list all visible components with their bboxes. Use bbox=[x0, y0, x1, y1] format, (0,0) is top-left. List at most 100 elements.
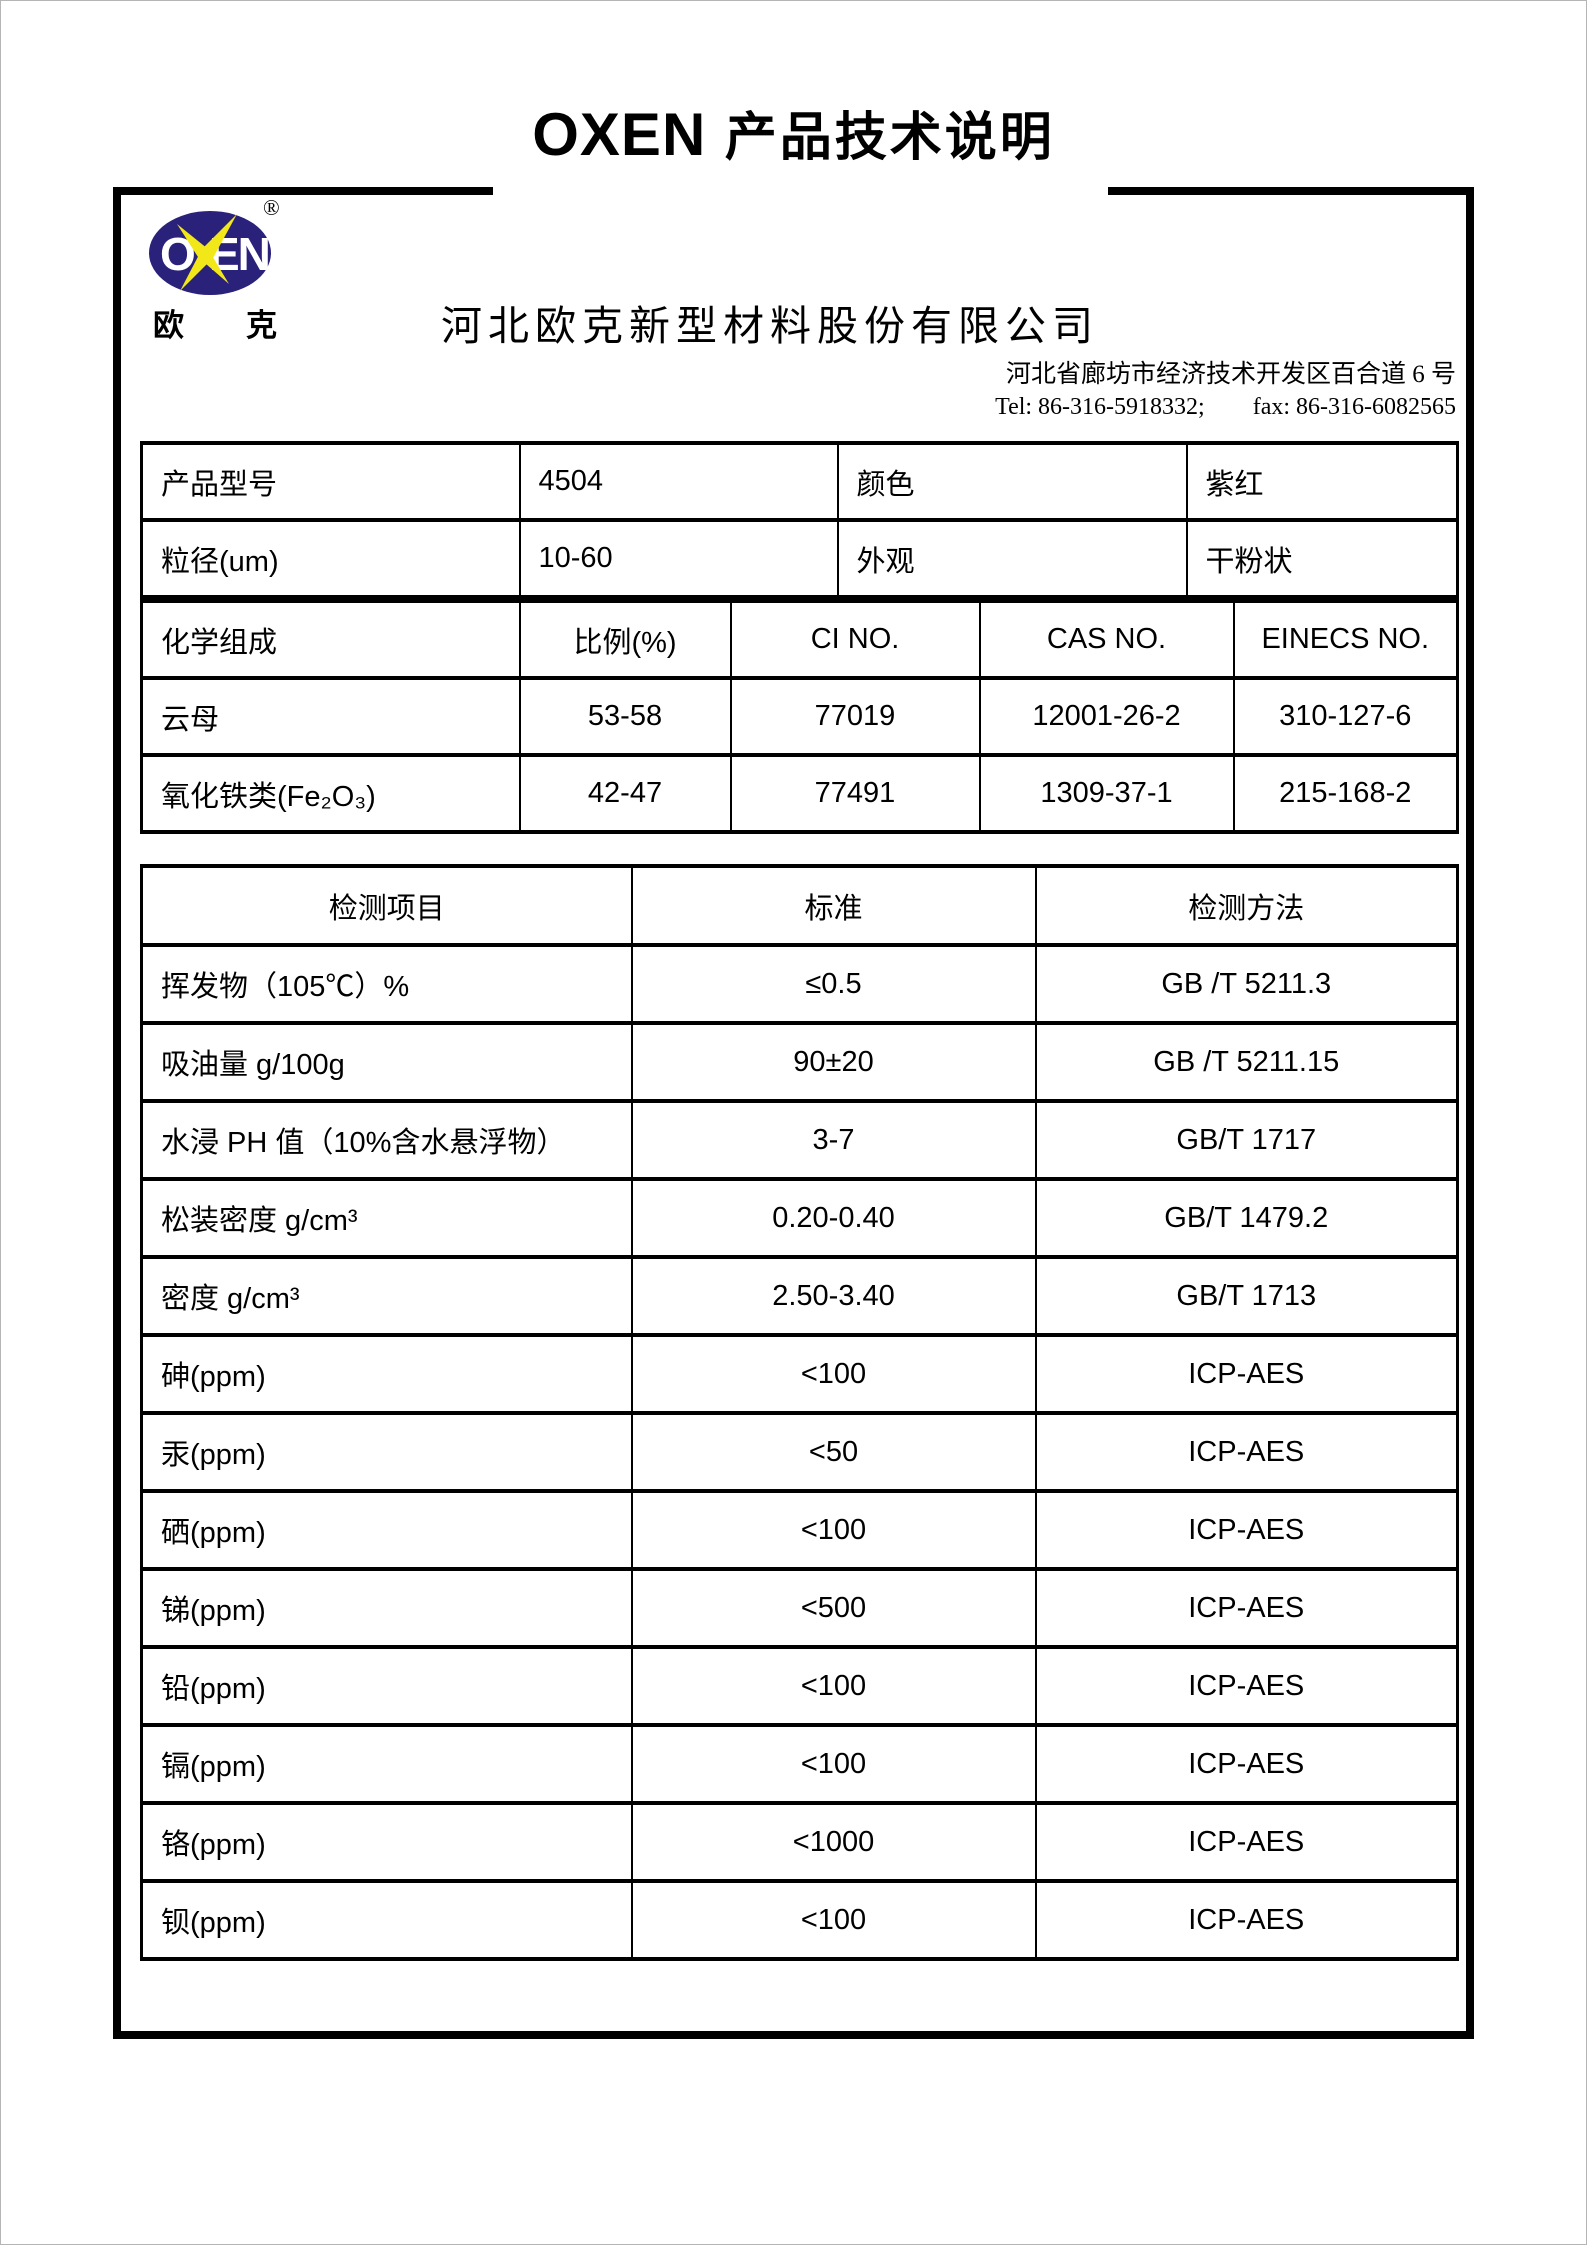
content-border-box bbox=[113, 187, 1474, 2039]
table-cell: 云母 bbox=[140, 676, 521, 757]
company-name: 河北欧克新型材料股份有限公司 bbox=[441, 303, 1099, 349]
table-row: 钡(ppm) <100 ICP-AES bbox=[140, 1879, 1459, 1961]
table-cell: 12001-26-2 bbox=[978, 676, 1235, 757]
cas-no-header-cell: CAS NO. bbox=[978, 599, 1235, 680]
table-cell: 3-7 bbox=[630, 1099, 1037, 1181]
table-row: 挥发物（105℃）% ≤0.5 GB /T 5211.3 bbox=[140, 943, 1459, 1025]
table-cell: 2.50-3.40 bbox=[630, 1255, 1037, 1337]
document-title-en: OXEN bbox=[532, 101, 707, 168]
table-cell: 1309-37-1 bbox=[978, 753, 1235, 834]
table-row: 铬(ppm) <1000 ICP-AES bbox=[140, 1801, 1459, 1883]
table-row: 密度 g/cm³ 2.50-3.40 GB/T 1713 bbox=[140, 1255, 1459, 1337]
table-cell: <100 bbox=[630, 1723, 1037, 1805]
table-cell: <100 bbox=[630, 1645, 1037, 1727]
table-cell: 77491 bbox=[729, 753, 981, 834]
composition-header-cell: 化学组成 bbox=[140, 599, 521, 680]
table-row: 锑(ppm) <500 ICP-AES bbox=[140, 1567, 1459, 1649]
oxen-logo: O EN bbox=[149, 211, 271, 295]
logo-caption-ke: 克 bbox=[246, 308, 277, 343]
table-cell: GB/T 1717 bbox=[1034, 1099, 1459, 1181]
table-cell: ≤0.5 bbox=[630, 943, 1037, 1025]
table-cell: 镉(ppm) bbox=[140, 1723, 633, 1805]
table-cell: 42-47 bbox=[518, 753, 732, 834]
table-cell: 310-127-6 bbox=[1232, 676, 1459, 757]
table-cell: ICP-AES bbox=[1034, 1333, 1459, 1415]
table-cell: 铬(ppm) bbox=[140, 1801, 633, 1883]
document-title-zh: 产品技术说明 bbox=[724, 110, 1055, 167]
company-contact-block: 河北省廊坊市经济技术开发区百合道 6 号 Tel: 86-316-5918332… bbox=[995, 357, 1456, 423]
table-cell: ICP-AES bbox=[1034, 1567, 1459, 1649]
test-table: 检测项目 标准 检测方法 挥发物（105℃）% ≤0.5 GB /T 5211.… bbox=[140, 864, 1459, 1961]
tel-fax-line: Tel: 86-316-5918332; fax: 86-316-6082565 bbox=[995, 392, 1456, 423]
table-row: 汞(ppm) <50 ICP-AES bbox=[140, 1411, 1459, 1493]
table-cell: 90±20 bbox=[630, 1021, 1037, 1103]
table-header-row: 检测项目 标准 检测方法 bbox=[140, 864, 1459, 947]
table-cell: 钡(ppm) bbox=[140, 1879, 633, 1961]
table-row: 粒径(um) 10-60 外观 干粉状 bbox=[140, 518, 1459, 599]
table-cell: ICP-AES bbox=[1034, 1723, 1459, 1805]
fax-number: fax: 86-316-6082565 bbox=[1252, 394, 1456, 420]
test-item-header-cell: 检测项目 bbox=[140, 864, 633, 947]
table-row: 松装密度 g/cm³ 0.20-0.40 GB/T 1479.2 bbox=[140, 1177, 1459, 1259]
box-top-border-left bbox=[113, 187, 493, 195]
table-cell: 0.20-0.40 bbox=[630, 1177, 1037, 1259]
logo-star-stroke-long bbox=[180, 214, 237, 291]
product-model-value: 4504 bbox=[518, 441, 839, 522]
table-row: 水浸 PH 值（10%含水悬浮物） 3-7 GB/T 1717 bbox=[140, 1099, 1459, 1181]
table-cell: GB/T 1713 bbox=[1034, 1255, 1459, 1337]
table-cell: <50 bbox=[630, 1411, 1037, 1493]
ratio-header-cell: 比例(%) bbox=[518, 599, 732, 680]
table-cell: 砷(ppm) bbox=[140, 1333, 633, 1415]
table-header-row: 化学组成 比例(%) CI NO. CAS NO. EINECS NO. bbox=[140, 599, 1459, 680]
table-cell: ICP-AES bbox=[1034, 1801, 1459, 1883]
table-cell: 氧化铁类(Fe₂O₃) bbox=[140, 753, 521, 834]
product-info-table: 产品型号 4504 颜色 紫红 粒径(um) 10-60 外观 干粉状 bbox=[140, 441, 1459, 599]
table-cell: 汞(ppm) bbox=[140, 1411, 633, 1493]
table-cell: 挥发物（105℃）% bbox=[140, 943, 633, 1025]
table-cell: 77019 bbox=[729, 676, 981, 757]
table-cell: <100 bbox=[630, 1333, 1037, 1415]
table-cell: 硒(ppm) bbox=[140, 1489, 633, 1571]
table-cell: ICP-AES bbox=[1034, 1879, 1459, 1961]
table-cell: ICP-AES bbox=[1034, 1489, 1459, 1571]
table-cell: 松装密度 g/cm³ bbox=[140, 1177, 633, 1259]
standard-header-cell: 标准 bbox=[630, 864, 1037, 947]
table-row: 镉(ppm) <100 ICP-AES bbox=[140, 1723, 1459, 1805]
table-cell: 53-58 bbox=[518, 676, 732, 757]
table-cell: 水浸 PH 值（10%含水悬浮物） bbox=[140, 1099, 633, 1181]
table-row: 硒(ppm) <100 ICP-AES bbox=[140, 1489, 1459, 1571]
table-cell: GB/T 1479.2 bbox=[1034, 1177, 1459, 1259]
table-row: 砷(ppm) <100 ICP-AES bbox=[140, 1333, 1459, 1415]
table-row: 氧化铁类(Fe₂O₃) 42-47 77491 1309-37-1 215-16… bbox=[140, 753, 1459, 834]
composition-table: 化学组成 比例(%) CI NO. CAS NO. EINECS NO. 云母 … bbox=[140, 599, 1459, 834]
table-cell: 215-168-2 bbox=[1232, 753, 1459, 834]
table-cell: 锑(ppm) bbox=[140, 1567, 633, 1649]
particle-size-label: 粒径(um) bbox=[140, 518, 521, 599]
table-cell: GB /T 5211.15 bbox=[1034, 1021, 1459, 1103]
table-cell: ICP-AES bbox=[1034, 1645, 1459, 1727]
table-row: 云母 53-58 77019 12001-26-2 310-127-6 bbox=[140, 676, 1459, 757]
company-address: 河北省廊坊市经济技术开发区百合道 6 号 bbox=[1005, 361, 1456, 388]
table-cell: <1000 bbox=[630, 1801, 1037, 1883]
einecs-no-header-cell: EINECS NO. bbox=[1232, 599, 1459, 680]
table-cell: <100 bbox=[630, 1879, 1037, 1961]
appearance-value: 干粉状 bbox=[1185, 518, 1459, 599]
table-cell: <100 bbox=[630, 1489, 1037, 1571]
table-cell: GB /T 5211.3 bbox=[1034, 943, 1459, 1025]
color-label: 颜色 bbox=[836, 441, 1188, 522]
registered-trademark-icon: ® bbox=[263, 195, 280, 220]
table-row: 产品型号 4504 颜色 紫红 bbox=[140, 441, 1459, 522]
product-model-label: 产品型号 bbox=[140, 441, 521, 522]
appearance-label: 外观 bbox=[836, 518, 1188, 599]
table-cell: 铅(ppm) bbox=[140, 1645, 633, 1727]
table-cell: <500 bbox=[630, 1567, 1037, 1649]
table-cell: ICP-AES bbox=[1034, 1411, 1459, 1493]
method-header-cell: 检测方法 bbox=[1034, 864, 1459, 947]
table-cell: 密度 g/cm³ bbox=[140, 1255, 633, 1337]
particle-size-value: 10-60 bbox=[518, 518, 839, 599]
box-top-border-right bbox=[1108, 187, 1474, 195]
logo-caption: 欧 克 bbox=[153, 300, 277, 345]
document-title: OXEN 产品技术说明 bbox=[1, 104, 1586, 182]
table-row: 铅(ppm) <100 ICP-AES bbox=[140, 1645, 1459, 1727]
